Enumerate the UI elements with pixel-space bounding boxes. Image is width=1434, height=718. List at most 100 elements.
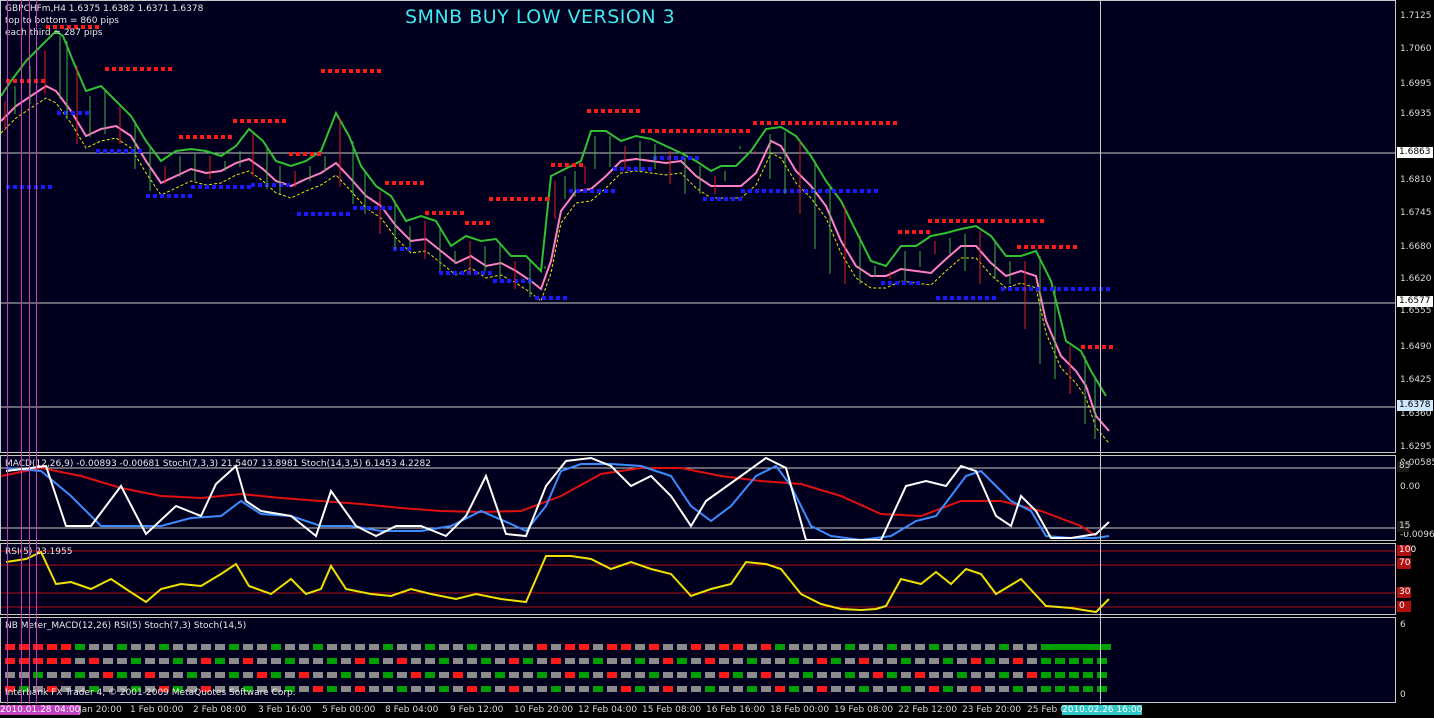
support-marker [174,194,178,198]
support-marker [388,206,392,210]
support-marker [488,271,492,275]
meter-cell [663,686,673,692]
meter-cell [271,658,281,664]
support-marker [867,189,871,193]
meter-cell [859,644,869,650]
meter-cell [733,658,743,664]
resistance-marker [193,135,197,139]
meter-cell [607,658,617,664]
support-marker [695,156,699,160]
resistance-marker [942,219,946,223]
time-label: 3 Feb 16:00 [258,705,312,715]
meter-cell [915,658,925,664]
meter-cell [495,672,505,678]
support-marker [167,194,171,198]
meter-cell [957,644,967,650]
meter-cell [565,658,575,664]
resistance-marker [718,129,722,133]
resistance-marker [432,211,436,215]
meter-cell [845,686,855,692]
meter-cell [677,644,687,650]
meter-cell [635,672,645,678]
meter-cell [607,672,617,678]
meter-cell [383,672,393,678]
meter-cell [593,644,603,650]
time-label: 19 Feb 08:00 [834,705,894,715]
meter-cell [33,658,43,664]
resistance-marker [704,129,708,133]
resistance-marker [1102,345,1106,349]
support-marker [957,296,961,300]
meter-cell [831,686,841,692]
meter-cell [495,644,505,650]
meter-cell [929,672,939,678]
resistance-marker [531,197,535,201]
resistance-marker [648,129,652,133]
price-tick: 1.6995 [1400,79,1432,89]
price-tick: 1.6680 [1400,242,1432,252]
meter-cell [565,644,575,650]
meter-cell [971,644,981,650]
meter-cell [327,686,337,692]
meter-cell [621,672,631,678]
meter-cell [313,686,323,692]
resistance-marker [753,121,757,125]
meter-cell [327,644,337,650]
resistance-marker [261,119,265,123]
nb-meter-pane[interactable]: NB Meter_MACD(12,26) RSI(5) Stoch(7,3) S… [0,617,1396,703]
price-tick: 1.6425 [1400,375,1432,385]
support-marker [138,149,142,153]
time-label: Jan 20:00 [79,705,122,715]
support-marker [146,194,150,198]
support-marker [825,189,829,193]
meter-cell [229,672,239,678]
support-marker [738,197,742,201]
meter-cell [1013,658,1023,664]
meter-cell [299,686,309,692]
resistance-marker [629,109,633,113]
price-chart-pane[interactable]: GBPCHFm,H4 1.6375 1.6382 1.6371 1.6378 t… [0,0,1396,453]
support-marker [297,212,301,216]
support-marker [660,156,664,160]
meter-cell [817,644,827,650]
meter-cell [957,686,967,692]
resistance-marker [303,152,307,156]
meter-cell [579,644,589,650]
meter-cell [369,644,379,650]
support-marker [360,206,364,210]
support-marker [902,281,906,285]
support-marker [191,185,195,189]
rsi-tick-70: 70 [1397,558,1411,569]
meter-cell [257,658,267,664]
support-marker [641,167,645,171]
resistance-marker [356,69,360,73]
support-marker [481,271,485,275]
resistance-marker [615,109,619,113]
meter-cell [75,658,85,664]
resistance-marker [406,181,410,185]
meter-cell [873,672,883,678]
meter-cell [929,644,939,650]
rsi-pane[interactable]: RSI(5) 23.1955 [0,543,1396,615]
resistance-marker [112,67,116,71]
price-chart-canvas [1,25,1395,444]
meter-cell [775,686,785,692]
meter-cell [425,672,435,678]
resistance-marker [228,135,232,139]
meter-cell [355,686,365,692]
meter-cell [649,644,659,650]
price-tick: 1.6555 [1400,306,1432,316]
meter-cell [649,658,659,664]
support-marker [353,206,357,210]
macd-stoch-pane[interactable]: MACD(12,26,9) -0.00893 -0.00681 Stoch(7,… [0,455,1396,541]
meter-cell [201,644,211,650]
meter-cell [33,672,43,678]
support-marker [874,189,878,193]
crosshair-line[interactable] [1100,0,1101,704]
resistance-marker [683,129,687,133]
support-marker [339,212,343,216]
support-marker [590,189,594,193]
support-marker [85,111,89,115]
support-marker [325,212,329,216]
meter-cell [75,686,85,692]
